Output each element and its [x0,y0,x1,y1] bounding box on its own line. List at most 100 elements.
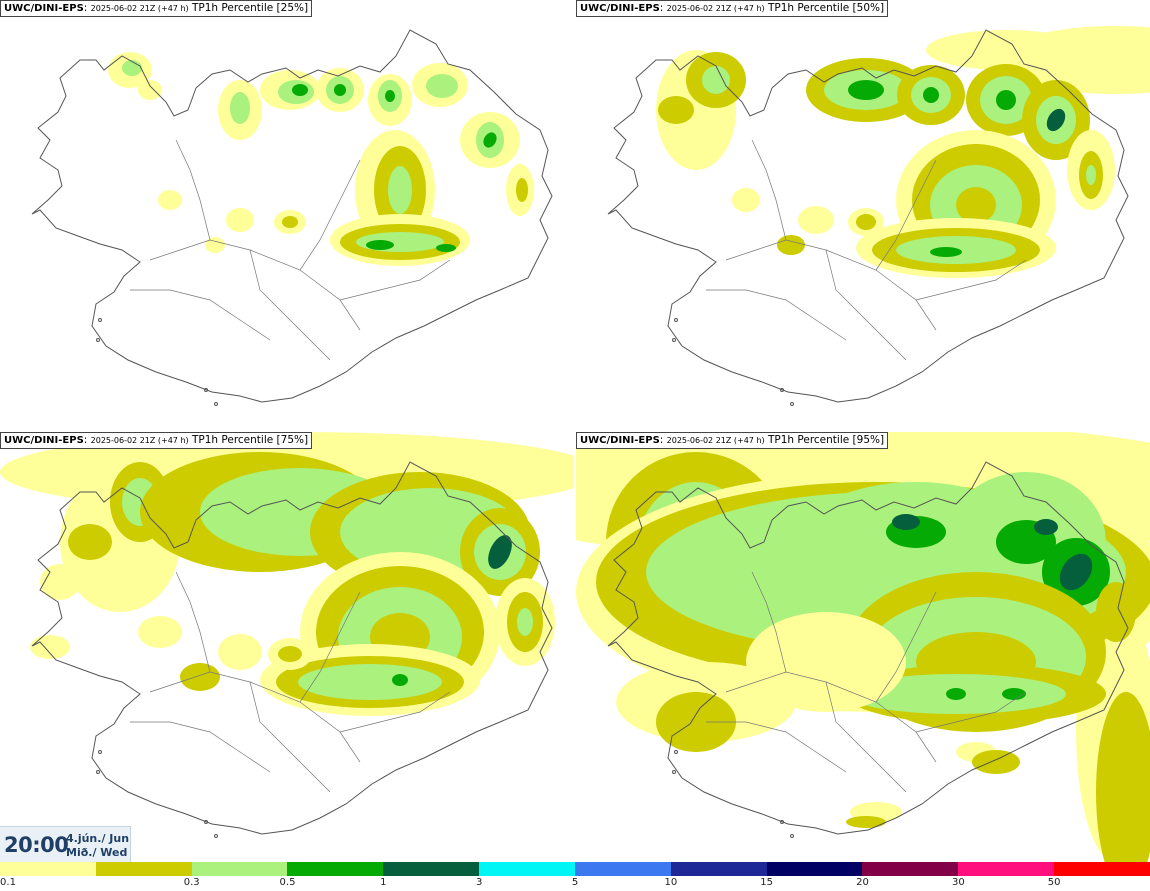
precip-blob [436,244,456,252]
interior-line [149,239,361,331]
panel-title: UWC/DINI-EPS: 2025-06-02 21Z (+47 h) TP1… [576,432,889,449]
precip-blob [30,635,70,659]
legend-swatch [1054,862,1150,876]
precip-blob [138,616,182,648]
iceland-coastline [607,29,1129,403]
precip-blob [846,816,886,828]
precip-blob [656,692,736,752]
precip-blob [292,84,308,96]
interior-line [130,289,271,341]
precip-blob [892,514,920,530]
interior-line [299,591,361,703]
legend-tick-label: 20 [856,877,869,888]
legend-swatch [862,862,959,876]
legend-swatch [191,862,288,876]
legend-tick-label: 1 [380,877,387,888]
legend-swatch [287,862,384,876]
interior-line [249,681,331,793]
precip-blob [516,178,528,202]
valid-time: 20:00 [4,833,69,857]
legend-swatch [574,862,671,876]
precip-blob [848,80,884,100]
legend-tick-label: 3 [475,877,483,888]
precip-blob [1096,692,1150,862]
island [780,388,784,392]
precip-blob [226,208,254,232]
precip-blob [972,750,1020,774]
panel-title: UWC/DINI-EPS: 2025-06-02 21Z (+47 h) TP1… [0,432,313,449]
precip-blob [366,240,394,250]
precip-blob [426,74,458,98]
precip-blob [926,30,1086,70]
precip-blob [798,206,834,234]
legend-tick-label: 0.5 [279,877,296,888]
legend-tick-label: 0.1 [0,877,16,888]
precip-blob [930,247,962,257]
interior-line [339,259,451,301]
precip-blob [702,66,730,94]
legend-tick-label: 5 [571,877,579,888]
legend-tick-label: 50 [1047,877,1061,888]
island [98,318,102,322]
precip-blob [385,90,395,102]
legend-tick-label: 0.3 [183,877,200,888]
interior-line [825,681,907,793]
interior-line [175,571,211,673]
valid-weekday: Mið./ Wed [66,846,128,859]
precip-blob [400,510,480,554]
interior-line [130,721,271,773]
legend-tick-label: 30 [951,877,965,888]
iceland-coastline [31,29,553,403]
color-legend [0,862,1150,876]
map-panel-p95: UWC/DINI-EPS: 2025-06-02 21Z (+47 h) TP1… [576,432,1150,862]
precip-map-p75 [0,432,574,838]
precip-blob [1046,108,1066,132]
island [674,318,678,322]
precip-blob [68,524,112,560]
island [780,820,784,824]
island [204,388,208,392]
precip-blob [392,674,408,686]
precip-blob [298,664,442,700]
precip-blob [180,663,220,691]
legend-ticks: 0.1 0.3 0.5 1 3 5 10 15 20 30 50 [0,877,1150,891]
precip-blob [488,535,512,569]
interior-line [249,249,331,361]
legend-swatch [958,862,1055,876]
island [96,770,100,774]
precip-blob [278,646,302,662]
island [204,820,208,824]
panel-title: UWC/DINI-EPS: 2025-06-02 21Z (+47 h) TP1… [576,0,889,17]
island [672,770,676,774]
precip-blob [138,80,162,100]
precip-blob [777,235,805,255]
precip-blob [1002,688,1026,700]
precip-map-p25 [31,29,553,406]
map-panel-p25: UWC/DINI-EPS: 2025-06-02 21Z (+47 h) TP1… [0,0,574,430]
legend-swatch [383,862,480,876]
precip-blob [732,188,760,212]
legend-swatch [766,862,863,876]
interior-line [875,591,937,703]
interior-line [751,571,787,673]
precip-blob [856,214,876,230]
island [790,402,794,406]
precip-map-p95 [576,432,1150,862]
interior-line [339,691,451,733]
precip-blob [1086,165,1096,185]
legend-tick-label: 15 [760,877,774,888]
precip-blob [218,634,262,670]
precip-blob [1034,519,1058,535]
legend-swatch [0,862,96,876]
iceland-coastline [31,461,553,835]
precip-blob [205,237,225,253]
precip-blob [923,87,939,103]
precip-blob [230,92,250,124]
iceland-coastline [607,461,1129,835]
island [790,834,794,838]
precip-blob [334,84,346,96]
precip-blob [282,216,298,228]
interior-line [915,259,1027,301]
precip-blob [388,166,412,214]
legend-swatch [479,862,575,876]
